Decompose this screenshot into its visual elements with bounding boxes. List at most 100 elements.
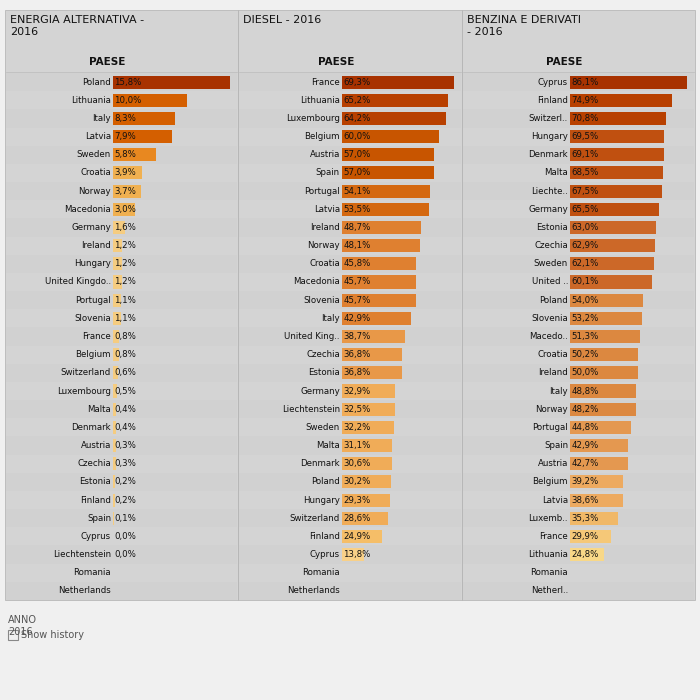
Bar — [239, 291, 461, 309]
Text: Macedonia: Macedonia — [64, 205, 111, 214]
Bar — [113, 130, 172, 143]
Bar — [113, 439, 116, 452]
Text: 50,0%: 50,0% — [571, 368, 598, 377]
Text: 32,9%: 32,9% — [343, 386, 370, 395]
Bar — [113, 185, 141, 197]
Bar — [239, 473, 461, 491]
Bar — [6, 436, 237, 454]
Text: Malta: Malta — [88, 405, 111, 414]
Bar — [342, 402, 395, 416]
Text: 54,0%: 54,0% — [571, 295, 598, 304]
Text: Germany: Germany — [300, 386, 340, 395]
Text: 0,2%: 0,2% — [114, 496, 136, 505]
Bar — [570, 148, 664, 161]
Bar — [570, 94, 672, 107]
Bar — [113, 366, 118, 379]
Bar — [463, 146, 694, 164]
Text: France: France — [312, 78, 340, 87]
Bar — [113, 167, 142, 179]
Text: Romania: Romania — [302, 568, 340, 578]
Text: 48,2%: 48,2% — [571, 405, 598, 414]
Text: 45,8%: 45,8% — [343, 259, 370, 268]
Text: Croatia: Croatia — [80, 169, 111, 177]
Bar — [6, 146, 237, 164]
Bar — [113, 402, 116, 416]
Text: Denmark: Denmark — [300, 459, 340, 468]
Bar — [463, 400, 694, 419]
Bar — [463, 545, 694, 564]
Text: 53,5%: 53,5% — [343, 205, 370, 214]
Bar — [6, 255, 237, 273]
Bar — [342, 384, 396, 398]
Text: 48,7%: 48,7% — [343, 223, 370, 232]
Text: 35,3%: 35,3% — [571, 514, 598, 523]
Text: Latvia: Latvia — [85, 132, 111, 141]
Text: Norway: Norway — [78, 187, 111, 195]
Bar — [239, 109, 461, 127]
Bar — [342, 439, 393, 452]
Text: Ireland: Ireland — [81, 241, 111, 250]
Text: Italy: Italy — [92, 114, 111, 123]
Text: 29,9%: 29,9% — [571, 532, 598, 541]
Text: Lithuania: Lithuania — [71, 96, 111, 105]
Text: Austria: Austria — [538, 459, 568, 468]
Text: 53,2%: 53,2% — [571, 314, 598, 323]
Text: 28,6%: 28,6% — [343, 514, 370, 523]
Bar — [342, 258, 416, 270]
Text: Czechia: Czechia — [534, 241, 568, 250]
Bar — [6, 109, 237, 127]
Bar — [570, 494, 622, 507]
Text: Netherl..: Netherl.. — [531, 587, 568, 596]
Bar — [570, 185, 662, 197]
Text: Macedonia: Macedonia — [293, 277, 340, 286]
Bar — [570, 457, 628, 470]
Bar — [463, 255, 694, 273]
Text: Austria: Austria — [309, 150, 340, 160]
Bar — [463, 109, 694, 127]
Bar — [5, 10, 238, 600]
Bar — [113, 258, 122, 270]
Text: Ireland: Ireland — [310, 223, 340, 232]
Text: Slovenia: Slovenia — [531, 314, 568, 323]
Text: 30,2%: 30,2% — [343, 477, 370, 486]
Text: Spain: Spain — [316, 169, 340, 177]
Bar — [6, 582, 237, 600]
Text: United ..: United .. — [531, 277, 568, 286]
Bar — [570, 112, 666, 125]
Bar — [342, 275, 416, 288]
Bar — [463, 473, 694, 491]
Bar — [342, 348, 402, 361]
Text: PAESE: PAESE — [90, 57, 126, 67]
Bar — [570, 203, 659, 216]
Text: 38,6%: 38,6% — [571, 496, 598, 505]
Text: Finland: Finland — [80, 496, 111, 505]
Bar — [342, 512, 389, 525]
Bar — [463, 182, 694, 200]
Bar — [6, 400, 237, 419]
Text: 0,4%: 0,4% — [114, 405, 136, 414]
Text: Estonia: Estonia — [308, 368, 340, 377]
Text: Spain: Spain — [544, 441, 568, 450]
Text: 70,8%: 70,8% — [571, 114, 598, 123]
Text: Hungary: Hungary — [531, 132, 568, 141]
Text: Macedo..: Macedo.. — [529, 332, 568, 341]
Text: Show history: Show history — [21, 630, 84, 640]
Text: 60,1%: 60,1% — [571, 277, 598, 286]
Text: United Kingdo..: United Kingdo.. — [45, 277, 111, 286]
Bar — [6, 364, 237, 382]
Text: 1,2%: 1,2% — [114, 259, 136, 268]
Text: ANNO
2016: ANNO 2016 — [8, 615, 37, 638]
Text: Liechtenstein: Liechtenstein — [53, 550, 111, 559]
Text: 63,0%: 63,0% — [571, 223, 598, 232]
Text: Liechte..: Liechte.. — [531, 187, 568, 195]
Text: 86,1%: 86,1% — [571, 78, 598, 87]
Text: 36,8%: 36,8% — [343, 350, 370, 359]
Text: 65,5%: 65,5% — [571, 205, 598, 214]
Bar — [6, 182, 237, 200]
Text: 39,2%: 39,2% — [571, 477, 598, 486]
Bar — [570, 402, 636, 416]
Text: 0,1%: 0,1% — [114, 514, 136, 523]
Text: 62,9%: 62,9% — [571, 241, 598, 250]
Text: Italy: Italy — [550, 386, 568, 395]
Text: 8,3%: 8,3% — [114, 114, 136, 123]
